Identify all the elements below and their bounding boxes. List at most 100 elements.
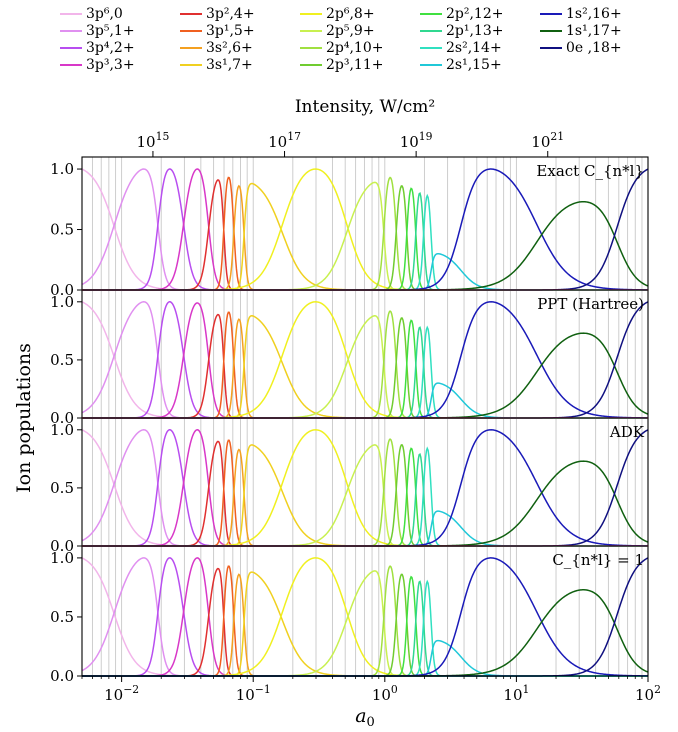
x-tick-label: 101 xyxy=(503,683,529,704)
series-line xyxy=(82,319,648,419)
legend-entry: 3p³,3+ xyxy=(60,57,135,73)
series-line xyxy=(82,571,648,677)
legend-label: 3s¹,7+ xyxy=(206,57,253,73)
panel-1-curves xyxy=(81,168,649,291)
series-line xyxy=(82,573,648,677)
legend-entry: 3s²,6+ xyxy=(180,40,253,56)
series-line xyxy=(82,182,648,291)
series-line xyxy=(82,192,648,291)
series-line xyxy=(82,579,648,677)
legend-swatch xyxy=(60,64,82,66)
y-tick-label: 0.5 xyxy=(50,608,74,626)
legend-swatch xyxy=(420,47,442,49)
curves xyxy=(81,168,649,677)
legend-label: 3p⁴,2+ xyxy=(86,40,135,56)
series-line xyxy=(82,184,648,291)
series-line xyxy=(82,557,648,677)
y-tick-label: 0.0 xyxy=(50,667,74,685)
series-line xyxy=(82,185,648,291)
series-line xyxy=(82,444,648,547)
panel-2-curves xyxy=(81,301,649,419)
legend-label: 2p³,11+ xyxy=(326,57,384,73)
legend-swatch xyxy=(60,13,82,15)
x-tick-label: 10−1 xyxy=(236,683,271,704)
series-line xyxy=(82,573,648,677)
legend-label: 2s¹,15+ xyxy=(446,57,502,73)
x-tick-label: 102 xyxy=(635,683,661,704)
legend-label: 2s²,14+ xyxy=(446,40,502,56)
panel-3-curves xyxy=(81,429,649,547)
legend-label: 3p¹,5+ xyxy=(206,23,255,39)
y-tick-label: 0.5 xyxy=(50,351,74,369)
series-line xyxy=(82,181,648,291)
series-line xyxy=(82,168,648,291)
legend-label: 1s¹,17+ xyxy=(566,23,622,39)
legend-swatch xyxy=(540,47,562,49)
legend-swatch xyxy=(420,30,442,32)
legend-swatch xyxy=(300,30,322,32)
top-tick-label: 1021 xyxy=(531,130,564,151)
legend-entry: 2p²,12+ xyxy=(420,6,503,22)
series-line xyxy=(82,460,649,547)
legend-entry: 3s¹,7+ xyxy=(180,57,253,73)
series-line xyxy=(82,448,648,547)
axes: 0.0 0.5 1.0 Exact C_{n*l} 0.0 0.5 1.0 PPT (Hart… xyxy=(13,97,661,730)
legend-entry: 2s¹,15+ xyxy=(420,57,502,73)
series-line xyxy=(82,314,648,419)
y-tick-label: 0.5 xyxy=(50,479,74,497)
series-line xyxy=(82,589,649,677)
legend-label: 2p⁵,9+ xyxy=(326,23,375,39)
legend-entry: 3p⁴,2+ xyxy=(60,40,135,56)
legend-entry: 2p³,11+ xyxy=(300,57,383,73)
series-line xyxy=(82,444,648,547)
panel-label: ADK xyxy=(609,423,645,441)
y-tick-label: 1.0 xyxy=(50,549,74,567)
legend-entry: 2p⁶,8+ xyxy=(300,6,375,22)
top-tick-label: 1017 xyxy=(268,130,301,151)
legend-entry: 3p⁶,0 xyxy=(60,6,123,22)
series-line xyxy=(82,317,648,419)
legend-swatch xyxy=(300,47,322,49)
legend-swatch xyxy=(300,64,322,66)
top-tick-label: 1019 xyxy=(400,130,433,151)
legend-swatch xyxy=(180,47,202,49)
series-line xyxy=(82,332,649,419)
top-tick-label: 1015 xyxy=(137,130,170,151)
series-line xyxy=(82,187,648,291)
panel-label: C_{n*l} = 1 xyxy=(552,551,644,569)
legend-label: 0e ,18+ xyxy=(566,40,622,56)
panel-4-curves xyxy=(81,557,649,677)
panel-label: PPT (Hartree) xyxy=(537,295,644,313)
legend-label: 3p⁵,1+ xyxy=(86,23,135,39)
series-line xyxy=(82,318,648,419)
series-line xyxy=(82,429,648,547)
y-axis-label: Ion populations xyxy=(13,343,35,493)
legend-swatch xyxy=(60,47,82,49)
legend-entry: 2p⁴,10+ xyxy=(300,40,383,56)
legend-label: 2p¹,13+ xyxy=(446,23,504,39)
series-line xyxy=(82,446,648,547)
x-tick-label: 100 xyxy=(372,683,398,704)
legend-swatch xyxy=(180,13,202,15)
legend-label: 3p³,3+ xyxy=(86,57,135,73)
series-line xyxy=(82,200,649,291)
series-line xyxy=(82,444,648,547)
legend-swatch xyxy=(420,13,442,15)
y-tick-label: 0.0 xyxy=(50,537,74,555)
legend-entry: 0e ,18+ xyxy=(540,40,622,56)
series-line xyxy=(82,313,648,419)
legend-entry: 2p¹,13+ xyxy=(420,23,503,39)
legend-swatch xyxy=(540,13,562,15)
y-tick-label: 1.0 xyxy=(50,160,74,178)
legend-entry: 1s¹,17+ xyxy=(540,23,622,39)
legend-entry: 3p²,4+ xyxy=(180,6,255,22)
y-tick-label: 0.5 xyxy=(50,221,74,239)
series-line xyxy=(82,575,648,677)
legend-label: 3s²,6+ xyxy=(206,40,253,56)
legend-swatch xyxy=(540,30,562,32)
y-tick-label: 1.0 xyxy=(50,293,74,311)
series-line xyxy=(82,570,648,677)
legend-swatch xyxy=(180,30,202,32)
legend-label: 1s²,16+ xyxy=(566,6,622,22)
x-axis-label: a0 xyxy=(355,705,375,730)
